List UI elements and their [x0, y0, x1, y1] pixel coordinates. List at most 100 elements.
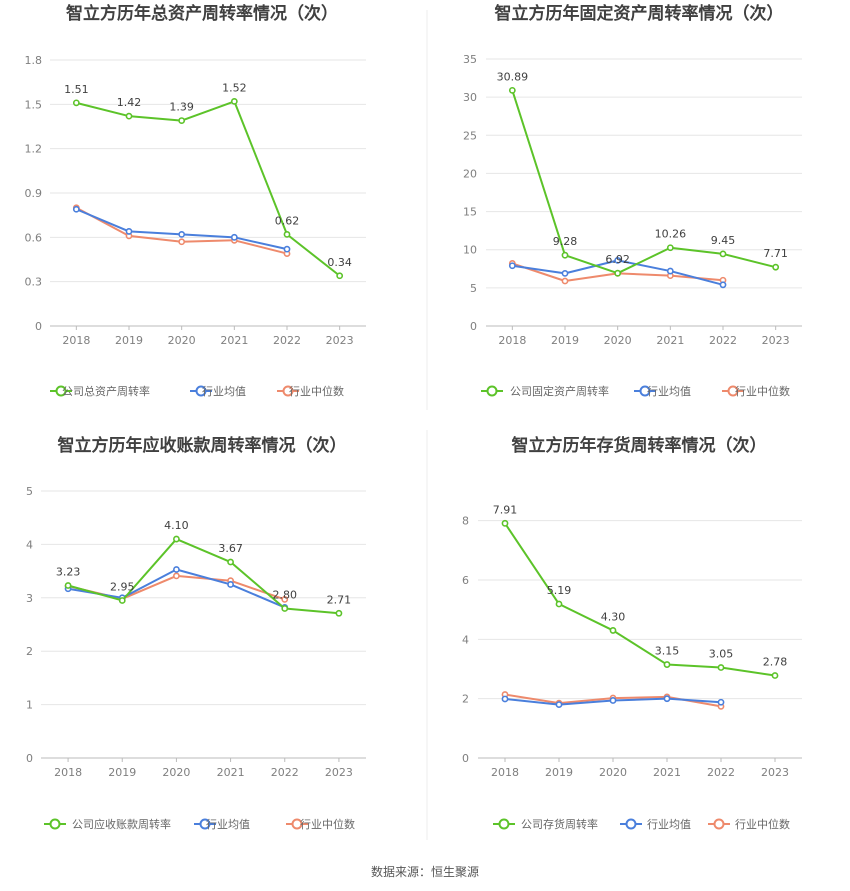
- data-label: 2.95: [110, 580, 135, 593]
- data-point-industry-avg: [227, 581, 234, 588]
- data-point-company: [501, 519, 509, 527]
- data-label: 3.15: [655, 645, 680, 658]
- y-tick-label: 20: [463, 167, 477, 180]
- series-line-industry-median: [75, 206, 288, 255]
- y-tick-label: 1: [26, 699, 33, 712]
- x-tick-label: 2022: [709, 334, 737, 347]
- data-point-industry-avg: [555, 701, 563, 708]
- data-point-company: [561, 251, 569, 259]
- data-point-industry-median: [173, 572, 180, 580]
- x-tick-label: 2023: [325, 766, 353, 779]
- legend-label: 行业均值: [647, 385, 691, 398]
- legend-label: 行业中位数: [735, 384, 790, 398]
- legend-label: 行业中位数: [300, 817, 355, 831]
- data-point-industry-avg: [501, 695, 509, 703]
- data-label: 1.51: [64, 83, 89, 96]
- y-tick-label: 0: [470, 320, 477, 333]
- x-tick-label: 2018: [491, 766, 519, 779]
- x-tick-label: 2019: [108, 766, 136, 779]
- data-label: 4.10: [164, 519, 189, 532]
- data-point-industry-avg: [72, 205, 80, 213]
- x-tick-label: 2018: [54, 766, 82, 779]
- data-point-company: [772, 263, 780, 271]
- data-label: 30.89: [497, 70, 529, 83]
- x-tick-label: 2020: [599, 766, 627, 779]
- data-point-industry-avg: [717, 698, 725, 706]
- data-point-company: [335, 609, 343, 617]
- legend-label: 行业中位数: [735, 817, 790, 831]
- data-point-company: [283, 230, 291, 238]
- data-point-company: [281, 605, 289, 612]
- legend-circle-marker: [625, 818, 637, 830]
- data-point-company: [555, 600, 563, 608]
- data-label: 9.45: [711, 234, 736, 247]
- legend-circle-marker: [291, 818, 303, 830]
- y-tick-label: 1.5: [25, 98, 43, 111]
- data-point-company: [663, 661, 671, 668]
- data-point-industry-avg: [125, 228, 133, 235]
- x-tick-label: 2021: [656, 334, 684, 347]
- x-tick-label: 2023: [762, 334, 790, 347]
- x-tick-label: 2019: [545, 766, 573, 779]
- chart-panel-1: 智立方历年总资产周转率情况（次） 0 0.3 0.6 0.9 1.2 1.5 1.8 2018 2…: [25, 3, 366, 398]
- y-tick-label: 6: [462, 574, 469, 587]
- legend-circle-marker: [498, 818, 510, 830]
- data-point-industry-avg: [609, 697, 617, 704]
- data-point-industry-avg: [283, 245, 291, 253]
- data-label: 0.62: [275, 214, 300, 227]
- legend-circle-marker: [49, 818, 61, 830]
- data-point-industry-avg: [178, 230, 186, 238]
- data-label: 7.91: [493, 503, 518, 516]
- data-point-company: [336, 272, 344, 280]
- x-tick-label: 2020: [168, 334, 196, 347]
- legend-circle-marker: [199, 818, 211, 830]
- x-tick-label: 2019: [115, 334, 143, 347]
- data-point-industry-median: [178, 238, 186, 246]
- data-point-industry-avg: [719, 281, 727, 289]
- series-line-company: [511, 90, 776, 275]
- legend-label: 公司应收账款周转率: [72, 817, 171, 831]
- x-tick-label: 2021: [217, 766, 245, 779]
- legend-circle-marker: [486, 385, 498, 397]
- data-point-industry-avg: [230, 233, 238, 241]
- data-point-company: [771, 672, 779, 679]
- data-point-company: [719, 250, 727, 258]
- legend-label: 行业均值: [206, 818, 250, 831]
- y-tick-label: 25: [463, 129, 477, 142]
- data-point-industry-avg: [614, 256, 622, 264]
- data-point-company: [230, 97, 238, 105]
- series-line-company: [67, 538, 340, 615]
- legend-circle-marker: [195, 385, 207, 397]
- x-tick-label: 2021: [220, 334, 248, 347]
- legend-circle-marker: [727, 385, 739, 397]
- data-label: 4.30: [601, 610, 626, 623]
- data-label: 3.23: [56, 566, 81, 579]
- data-label: 7.71: [763, 247, 788, 260]
- legend-label: 公司固定资产周转率: [510, 384, 609, 398]
- data-point-industry-median: [281, 596, 289, 603]
- data-label: 10.26: [655, 228, 687, 241]
- legend-label: 公司存货周转率: [521, 817, 598, 831]
- data-point-company: [609, 627, 617, 634]
- chart-title: 智立方历年应收账款周转率情况（次）: [58, 435, 347, 456]
- y-tick-label: 8: [462, 515, 469, 528]
- y-tick-label: 5: [26, 485, 33, 498]
- data-point-company: [178, 117, 186, 124]
- series-line-company: [76, 100, 341, 277]
- data-label: 9.28: [553, 235, 578, 248]
- x-tick-label: 2018: [498, 334, 526, 347]
- y-tick-label: 4: [26, 538, 33, 551]
- x-tick-label: 2023: [326, 334, 354, 347]
- y-tick-label: 0: [35, 320, 42, 333]
- legend-circle-marker: [282, 385, 294, 397]
- data-label: 2.80: [273, 588, 298, 601]
- x-tick-label: 2021: [653, 766, 681, 779]
- data-point-company: [64, 582, 72, 589]
- legend-circle-marker: [639, 385, 651, 397]
- x-tick-label: 2019: [551, 334, 579, 347]
- y-tick-label: 1.8: [25, 54, 43, 67]
- legend-label: 行业均值: [202, 385, 246, 398]
- data-point-company: [666, 244, 674, 252]
- data-label: 3.05: [709, 648, 734, 661]
